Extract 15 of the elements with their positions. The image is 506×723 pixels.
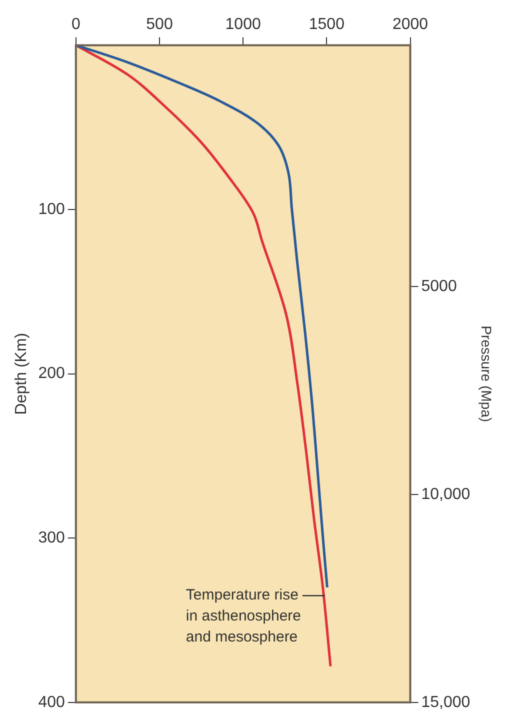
y-tick-label: 200 [38, 365, 65, 382]
y-axis-title: Depth (Km) [13, 332, 30, 415]
y2-axis-title: Pressure (Mpa) [478, 326, 495, 422]
y2-tick-label: 15,000 [421, 694, 470, 711]
y-tick-label: 100 [38, 200, 65, 218]
x-tick-label: 2000 [392, 16, 428, 34]
y2-tick-label: 5000 [421, 278, 457, 295]
x-tick-label: 1500 [308, 16, 345, 34]
x-tick-label: 500 [146, 16, 173, 34]
y-tick-label: 400 [38, 694, 65, 711]
y-tick-label: 300 [38, 530, 65, 547]
x-tick-label: 0 [71, 16, 80, 34]
y2-tick-label: 10,000 [421, 486, 470, 503]
annotation: Temperature rise in asthenosphere and mesosphere [186, 586, 302, 646]
x-tick-label: 1000 [225, 16, 261, 34]
